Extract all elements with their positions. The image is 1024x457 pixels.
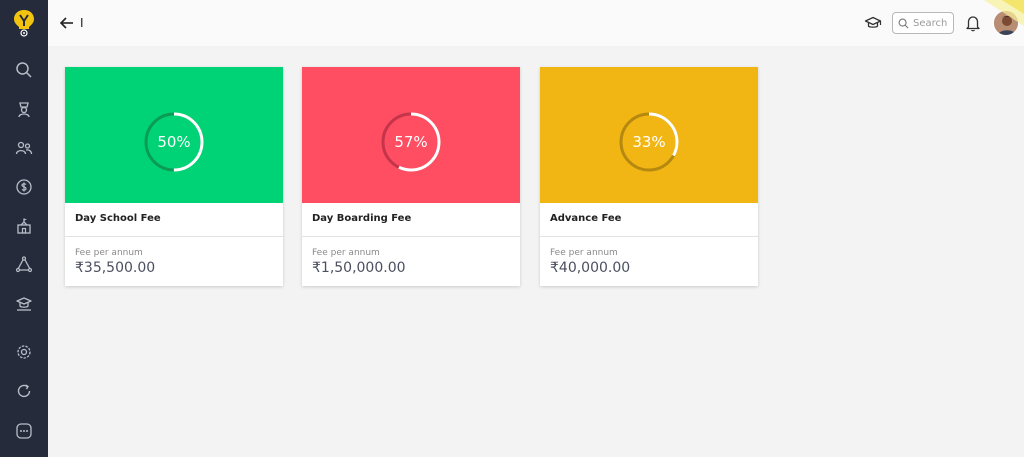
fee-name: Advance Fee <box>550 213 622 224</box>
sidebar <box>0 0 48 457</box>
gear-icon <box>17 345 31 359</box>
recycle-icon <box>15 256 33 273</box>
fee-card-advance[interactable]: 33% Advance Fee Fee per annum ₹40,000.00 <box>540 67 758 286</box>
back-arrow-icon[interactable] <box>58 14 76 32</box>
graduation-cap-icon[interactable] <box>864 14 882 32</box>
fee-name: Day Boarding Fee <box>312 213 412 224</box>
divider <box>540 236 758 237</box>
progress-percent: 50% <box>157 133 191 151</box>
sidebar-item-school[interactable] <box>0 211 48 241</box>
fee-card-day-boarding[interactable]: 57% Day Boarding Fee Fee per annum ₹1,50… <box>302 67 520 286</box>
divider <box>65 236 283 237</box>
fee-card-day-school[interactable]: 50% Day School Fee Fee per annum ₹35,500… <box>65 67 283 286</box>
sidebar-item-users[interactable] <box>0 133 48 163</box>
fee-amount: ₹40,000.00 <box>550 260 631 276</box>
user-avatar-icon <box>994 11 1018 35</box>
fee-period: Fee per annum <box>75 248 143 258</box>
sidebar-item-classroom[interactable] <box>0 289 48 319</box>
sidebar-item-students[interactable] <box>0 94 48 124</box>
sidebar-item-network[interactable] <box>0 250 48 280</box>
fee-period: Fee per annum <box>312 248 380 258</box>
sidebar-item-search[interactable] <box>0 55 48 85</box>
top-bar: I <box>48 0 1024 46</box>
bell-icon[interactable] <box>964 14 982 32</box>
progress-ring <box>381 112 441 172</box>
more-icon <box>16 423 32 439</box>
search-box[interactable] <box>892 12 957 34</box>
card-header-color <box>65 67 283 203</box>
fee-amount: ₹35,500.00 <box>75 260 156 276</box>
school-building-icon <box>17 218 31 234</box>
fee-name: Day School Fee <box>75 213 161 224</box>
refresh-icon <box>17 384 31 398</box>
dollar-icon <box>16 179 32 195</box>
card-header-color <box>302 67 520 203</box>
card-header-color <box>540 67 758 203</box>
divider <box>302 236 520 237</box>
bulb-logo-icon <box>14 10 34 37</box>
sidebar-item-settings[interactable] <box>0 337 48 367</box>
search-icon <box>16 62 32 78</box>
progress-ring <box>619 112 679 172</box>
users-icon <box>15 141 33 155</box>
sidebar-item-sync[interactable] <box>0 376 48 406</box>
sidebar-item-more[interactable] <box>0 416 48 446</box>
page-title: I <box>80 16 84 30</box>
sidebar-item-fees[interactable] <box>0 172 48 202</box>
search-input[interactable] <box>913 17 957 29</box>
fee-amount: ₹1,50,000.00 <box>312 260 406 276</box>
search-icon <box>898 18 909 28</box>
graduate-icon <box>18 102 30 118</box>
fee-period: Fee per annum <box>550 248 618 258</box>
classroom-icon <box>16 297 32 311</box>
progress-ring <box>144 112 204 172</box>
corner-decoration <box>984 0 1024 26</box>
progress-percent: 57% <box>394 133 428 151</box>
progress-percent: 33% <box>632 133 666 151</box>
app-logo[interactable] <box>0 0 48 46</box>
